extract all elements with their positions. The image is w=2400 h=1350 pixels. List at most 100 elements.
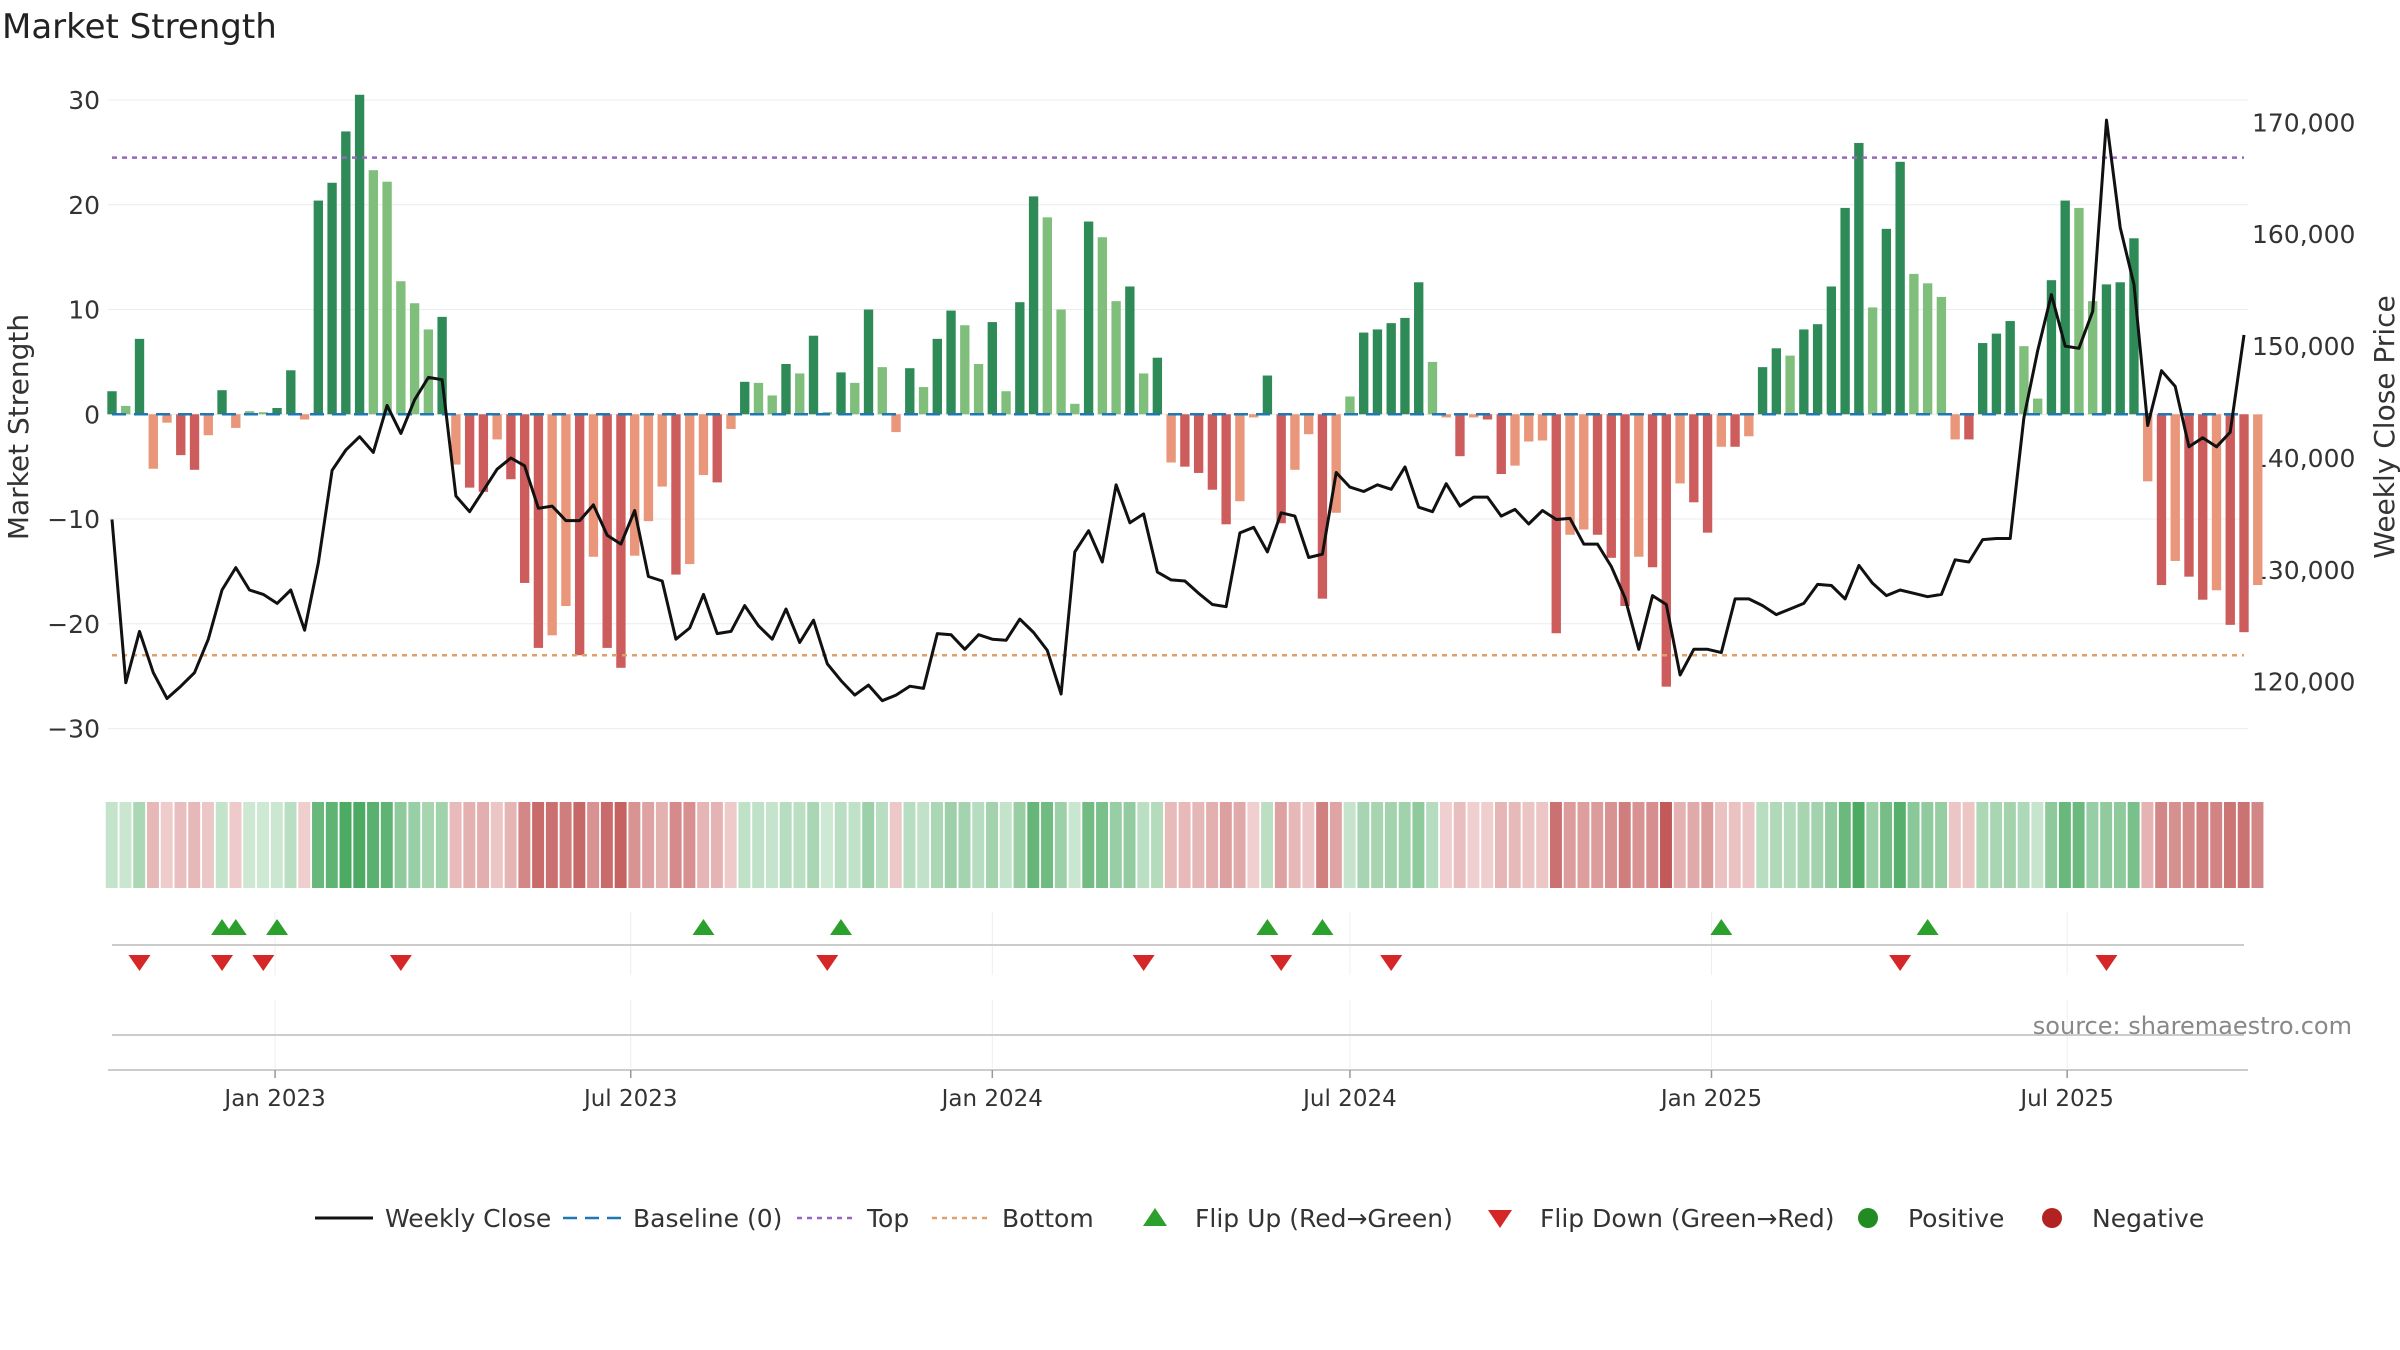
bottom-panel xyxy=(112,1000,2244,1068)
strip-cell xyxy=(1164,802,1177,888)
strength-bar xyxy=(891,414,901,433)
strength-bar xyxy=(2033,398,2043,415)
strip-cell xyxy=(862,802,875,888)
chart-title: Market Strength xyxy=(2,7,277,47)
strip-cell xyxy=(2237,802,2250,888)
legend-item-top: Top xyxy=(797,1204,909,1233)
strip-cell xyxy=(1536,802,1549,888)
strength-bar xyxy=(1482,414,1493,420)
strip-cell xyxy=(1384,802,1397,888)
strip-cell xyxy=(2017,802,2030,888)
strip-cell xyxy=(1549,802,1562,888)
strip-cell xyxy=(1893,802,1906,888)
strength-bar xyxy=(327,182,337,415)
strength-bar xyxy=(1455,414,1465,457)
strength-bar xyxy=(1290,414,1300,470)
strip-cell xyxy=(1660,802,1672,888)
flip-up-marker xyxy=(1710,919,1733,935)
strength-bar xyxy=(409,303,420,415)
strip-cell xyxy=(2058,802,2071,888)
strength-bar xyxy=(1537,414,1548,441)
strength-bar xyxy=(1606,414,1616,558)
y-tick-label: −10 xyxy=(47,505,100,534)
strip-cell xyxy=(793,802,806,888)
strip-cell xyxy=(477,802,490,888)
strength-bar xyxy=(1345,396,1355,415)
strength-bar xyxy=(1097,237,1108,415)
strength-bar xyxy=(781,364,791,415)
strength-bar xyxy=(1689,414,1699,503)
strip-cell xyxy=(463,802,476,888)
strip-cell xyxy=(1247,802,1260,888)
strength-bar xyxy=(1551,414,1561,634)
strip-cell xyxy=(1948,802,1961,888)
strength-bar xyxy=(1180,414,1190,467)
strength-bar xyxy=(354,94,365,415)
strip-cell xyxy=(353,802,366,888)
strip-cell xyxy=(160,802,173,888)
strength-bar xyxy=(451,414,461,465)
strength-bar xyxy=(767,395,777,415)
strength-bar xyxy=(121,405,131,415)
strength-bar xyxy=(107,391,117,415)
strip-cell xyxy=(215,802,228,888)
strip-cell xyxy=(710,802,723,888)
legend-item-flipup: Flip Up (Red→Green) xyxy=(1143,1204,1453,1233)
strength-bar xyxy=(2156,414,2167,586)
strip-cell xyxy=(944,802,957,888)
strength-bar xyxy=(1262,375,1273,415)
strength-bar xyxy=(1070,403,1080,415)
strength-bar xyxy=(492,414,502,440)
strip-cell xyxy=(1206,802,1219,888)
strip-cell xyxy=(1962,802,1975,888)
flip-down-marker xyxy=(1380,955,1403,971)
strength-bar xyxy=(574,414,585,656)
y2-tick-label: 150,000 xyxy=(2252,332,2355,361)
strip-cell xyxy=(2210,802,2223,888)
flip-up-marker xyxy=(1256,919,1279,935)
strip-cell xyxy=(1715,802,1727,888)
strength-bar xyxy=(396,281,406,415)
strength-bar xyxy=(506,414,516,480)
strength-bar xyxy=(437,316,447,415)
flip-down-marker xyxy=(252,955,275,971)
strip-cell xyxy=(1151,802,1164,888)
strength-bar xyxy=(1675,414,1685,484)
flip-down-marker xyxy=(128,955,151,971)
legend-label: Bottom xyxy=(1002,1204,1094,1233)
strip-cell xyxy=(1288,802,1301,888)
legend-item-negative: Negative xyxy=(2042,1204,2204,1233)
strip-cell xyxy=(2113,802,2126,888)
strip-cell xyxy=(1591,802,1604,888)
strip-cell xyxy=(1398,802,1411,888)
strip-cell xyxy=(339,802,352,888)
strength-bar xyxy=(1400,317,1410,415)
strength-bar xyxy=(960,325,970,415)
strip-cell xyxy=(2100,802,2113,888)
legend-item-positive: Positive xyxy=(1858,1204,2004,1233)
strength-bar xyxy=(643,414,654,522)
y-tick-label: −20 xyxy=(47,610,100,639)
y-tick-label: 0 xyxy=(84,400,100,429)
legend-label: Weekly Close xyxy=(385,1204,551,1233)
strip-cell xyxy=(1632,802,1645,888)
strength-bar xyxy=(1730,414,1740,447)
strength-bar xyxy=(1056,309,1066,415)
strength-bar xyxy=(244,411,255,415)
strength-bar xyxy=(2198,414,2208,600)
strip-cell xyxy=(380,802,393,888)
x-tick-label: Jan 2025 xyxy=(1659,1086,1762,1112)
strength-bars xyxy=(107,94,2263,687)
strength-bar xyxy=(231,414,241,428)
strip-cell xyxy=(628,802,641,888)
legend-item-flipdown: Flip Down (Green→Red) xyxy=(1488,1204,1835,1233)
strip-cell xyxy=(1082,802,1095,888)
strength-bar xyxy=(1936,296,1947,415)
strip-cell xyxy=(2003,802,2016,888)
strength-bar xyxy=(1193,414,1204,473)
strength-bar xyxy=(1977,343,1988,415)
weekly-close-line xyxy=(110,118,2246,703)
strip-cell xyxy=(1274,802,1287,888)
strip-cell xyxy=(1852,802,1865,888)
y2-tick-label: 120,000 xyxy=(2252,668,2355,697)
